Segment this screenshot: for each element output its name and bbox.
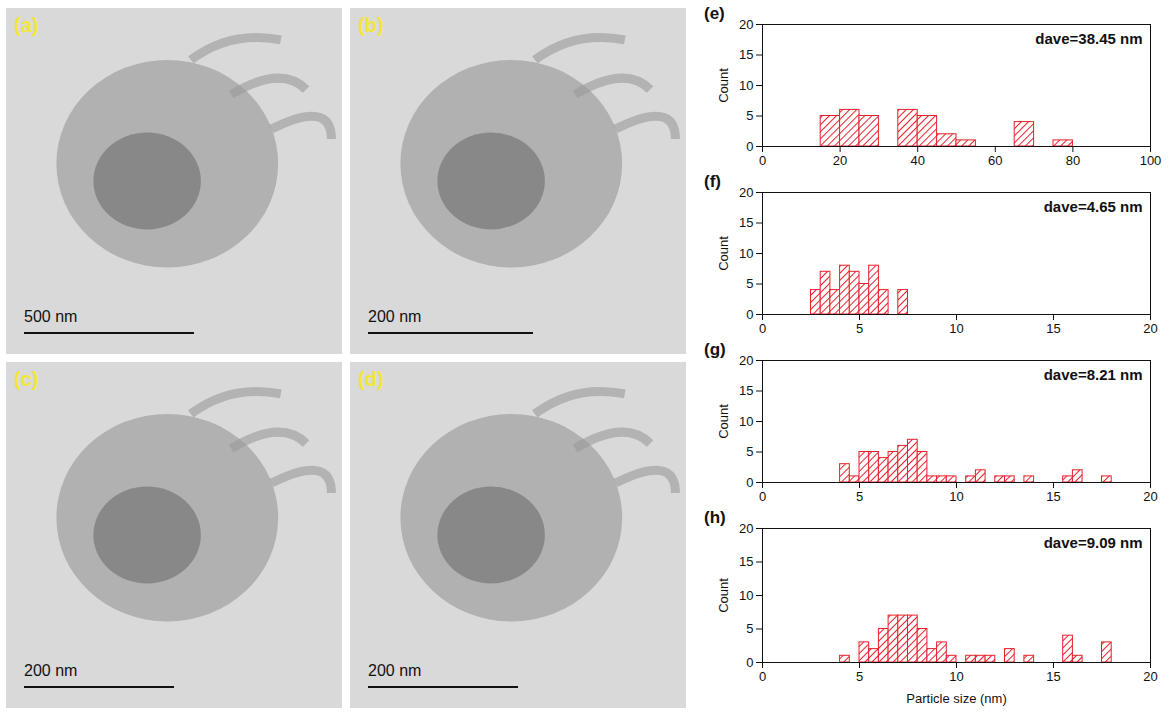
html-text:(a): (a) [14, 14, 39, 36]
svg-text:0: 0 [746, 139, 753, 154]
svg-text:dave=8.21 nm: dave=8.21 nm [1044, 366, 1143, 383]
html-text:(f): (f) [704, 172, 721, 191]
html-text:(g): (g) [704, 340, 726, 359]
svg-text:0: 0 [759, 669, 766, 684]
svg-text:20: 20 [739, 353, 753, 368]
svg-text:20: 20 [833, 153, 847, 168]
svg-text:100: 100 [1140, 153, 1162, 168]
svg-text:0: 0 [746, 655, 753, 670]
svg-text:15: 15 [739, 215, 753, 230]
svg-text:5: 5 [856, 321, 863, 336]
svg-text:0: 0 [759, 489, 766, 504]
svg-text:5: 5 [746, 444, 753, 459]
svg-text:Particle size (nm): Particle size (nm) [906, 691, 1006, 706]
svg-text:0: 0 [746, 307, 753, 322]
svg-text:0: 0 [759, 321, 766, 336]
svg-text:Count: Count [716, 236, 731, 271]
svg-text:20: 20 [1143, 489, 1157, 504]
svg-text:15: 15 [739, 554, 753, 569]
svg-text:0: 0 [759, 153, 766, 168]
svg-text:40: 40 [910, 153, 924, 168]
svg-text:Count: Count [716, 578, 731, 613]
svg-text:60: 60 [988, 153, 1002, 168]
svg-text:15: 15 [739, 47, 753, 62]
svg-text:10: 10 [739, 588, 753, 603]
svg-text:20: 20 [1143, 669, 1157, 684]
html-text:(e): (e) [704, 4, 725, 23]
svg-text:10: 10 [739, 414, 753, 429]
svg-text:20: 20 [1143, 321, 1157, 336]
html-text:(b): (b) [358, 14, 384, 36]
svg-text:15: 15 [739, 383, 753, 398]
svg-text:10: 10 [739, 246, 753, 261]
html-text:(c): (c) [14, 368, 39, 390]
svg-text:15: 15 [1046, 669, 1060, 684]
svg-text:5: 5 [746, 108, 753, 123]
svg-text:dave=4.65 nm: dave=4.65 nm [1044, 198, 1143, 215]
svg-text:10: 10 [949, 321, 963, 336]
svg-text:80: 80 [1066, 153, 1080, 168]
svg-text:Count: Count [716, 68, 731, 103]
svg-text:15: 15 [1046, 489, 1060, 504]
svg-text:5: 5 [746, 276, 753, 291]
svg-text:10: 10 [739, 78, 753, 93]
svg-text:15: 15 [1046, 321, 1060, 336]
html-text:(d): (d) [358, 368, 384, 390]
html-text:(h): (h) [704, 508, 726, 527]
svg-text:10: 10 [949, 489, 963, 504]
svg-text:Count: Count [716, 404, 731, 439]
svg-text:10: 10 [949, 669, 963, 684]
html-text:200 nm: 200 nm [368, 662, 422, 679]
svg-text:5: 5 [856, 489, 863, 504]
html-text:200 nm: 200 nm [24, 662, 78, 679]
svg-text:dave=9.09 nm: dave=9.09 nm [1044, 534, 1143, 551]
svg-text:20: 20 [739, 17, 753, 32]
svg-text:5: 5 [746, 621, 753, 636]
html-text:200 nm: 200 nm [368, 308, 422, 325]
svg-text:0: 0 [746, 475, 753, 490]
svg-text:5: 5 [856, 669, 863, 684]
svg-text:20: 20 [739, 185, 753, 200]
svg-text:dave=38.45 nm: dave=38.45 nm [1035, 30, 1142, 47]
html-text:500 nm: 500 nm [24, 308, 78, 325]
svg-text:20: 20 [739, 521, 753, 536]
